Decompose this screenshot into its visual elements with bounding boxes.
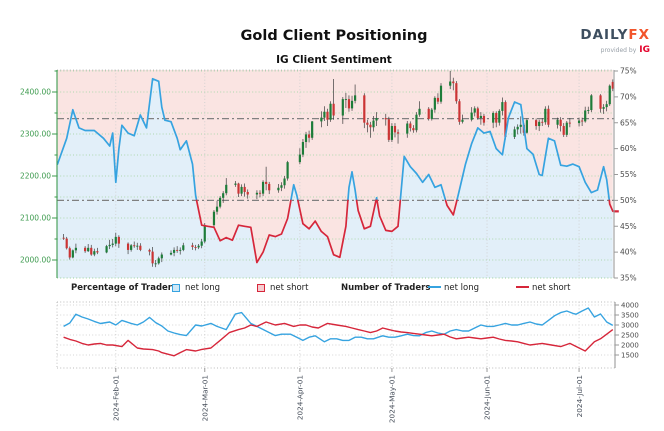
- svg-text:35%: 35%: [620, 274, 637, 283]
- svg-text:2400.00: 2400.00: [20, 88, 51, 97]
- svg-text:2000.00: 2000.00: [20, 256, 51, 265]
- chart-subtitle: IG Client Sentiment: [276, 54, 392, 66]
- last-value-tick: [613, 210, 619, 213]
- svg-text:40%: 40%: [620, 248, 637, 257]
- svg-text:2100.00: 2100.00: [20, 214, 51, 223]
- sentiment-line: [56, 77, 619, 264]
- net-short-line-icon: [516, 283, 529, 293]
- svg-text:3500: 3500: [621, 312, 639, 320]
- svg-text:55%: 55%: [620, 170, 637, 179]
- legend-net-short2-label: net short: [532, 283, 571, 293]
- svg-text:2200.00: 2200.00: [20, 172, 51, 181]
- svg-text:2024-Mar-01: 2024-Mar-01: [200, 375, 209, 421]
- svg-text:2024-Feb-01: 2024-Feb-01: [111, 375, 120, 421]
- svg-text:60%: 60%: [620, 144, 637, 153]
- logo-provided-by: provided by IG: [600, 44, 650, 55]
- legend-pct-header: Percentage of Traders: [71, 283, 178, 293]
- net-long-swatch-icon: [172, 283, 180, 295]
- logo-fx: FX: [628, 27, 650, 43]
- net-long-line-icon: [428, 283, 441, 293]
- svg-text:2024-May-01: 2024-May-01: [388, 375, 397, 423]
- svg-text:75%: 75%: [620, 67, 637, 76]
- svg-text:2000: 2000: [621, 342, 639, 350]
- legend-net-short-label: net short: [270, 283, 309, 293]
- legend-net-long2-label: net long: [444, 283, 479, 293]
- svg-text:4000: 4000: [621, 302, 639, 310]
- svg-text:1500: 1500: [621, 352, 639, 360]
- x-axis-labels: 2024-Feb-01 2024-Mar-01 2024-Apr-01 2024-Ma…: [111, 368, 584, 423]
- logo-ig: IG: [639, 44, 650, 55]
- page-title: Gold Client Positioning: [240, 28, 428, 44]
- legend-num-header: Number of Traders: [341, 283, 431, 293]
- dailyfx-logo: DAILYFX provided by IG: [580, 26, 650, 55]
- svg-text:2300.00: 2300.00: [20, 130, 51, 139]
- svg-text:3000: 3000: [621, 322, 639, 330]
- svg-text:2024-Jun-01: 2024-Jun-01: [483, 375, 492, 420]
- traders-subchart: 4000 3500 3000 2500 2000 1500: [56, 302, 639, 369]
- legend-net-long-label: net long: [185, 283, 220, 293]
- svg-text:50%: 50%: [620, 196, 637, 205]
- logo-daily: DAILY: [580, 27, 629, 43]
- svg-text:65%: 65%: [620, 118, 637, 127]
- svg-text:2500: 2500: [621, 332, 639, 340]
- net-short-swatch-icon: [257, 283, 265, 295]
- main-axes: 2400.00 2300.00 2200.00 2100.00 2000.00 75% 70…: [20, 67, 637, 283]
- chart-legend: Percentage of Traders net long net short…: [0, 283, 664, 297]
- svg-text:45%: 45%: [620, 222, 637, 231]
- svg-text:2024-Apr-01: 2024-Apr-01: [296, 375, 305, 420]
- svg-text:70%: 70%: [620, 92, 637, 101]
- main-grid: [57, 69, 614, 279]
- svg-text:2024-Jul-01: 2024-Jul-01: [575, 375, 584, 417]
- price-candles: [62, 71, 614, 268]
